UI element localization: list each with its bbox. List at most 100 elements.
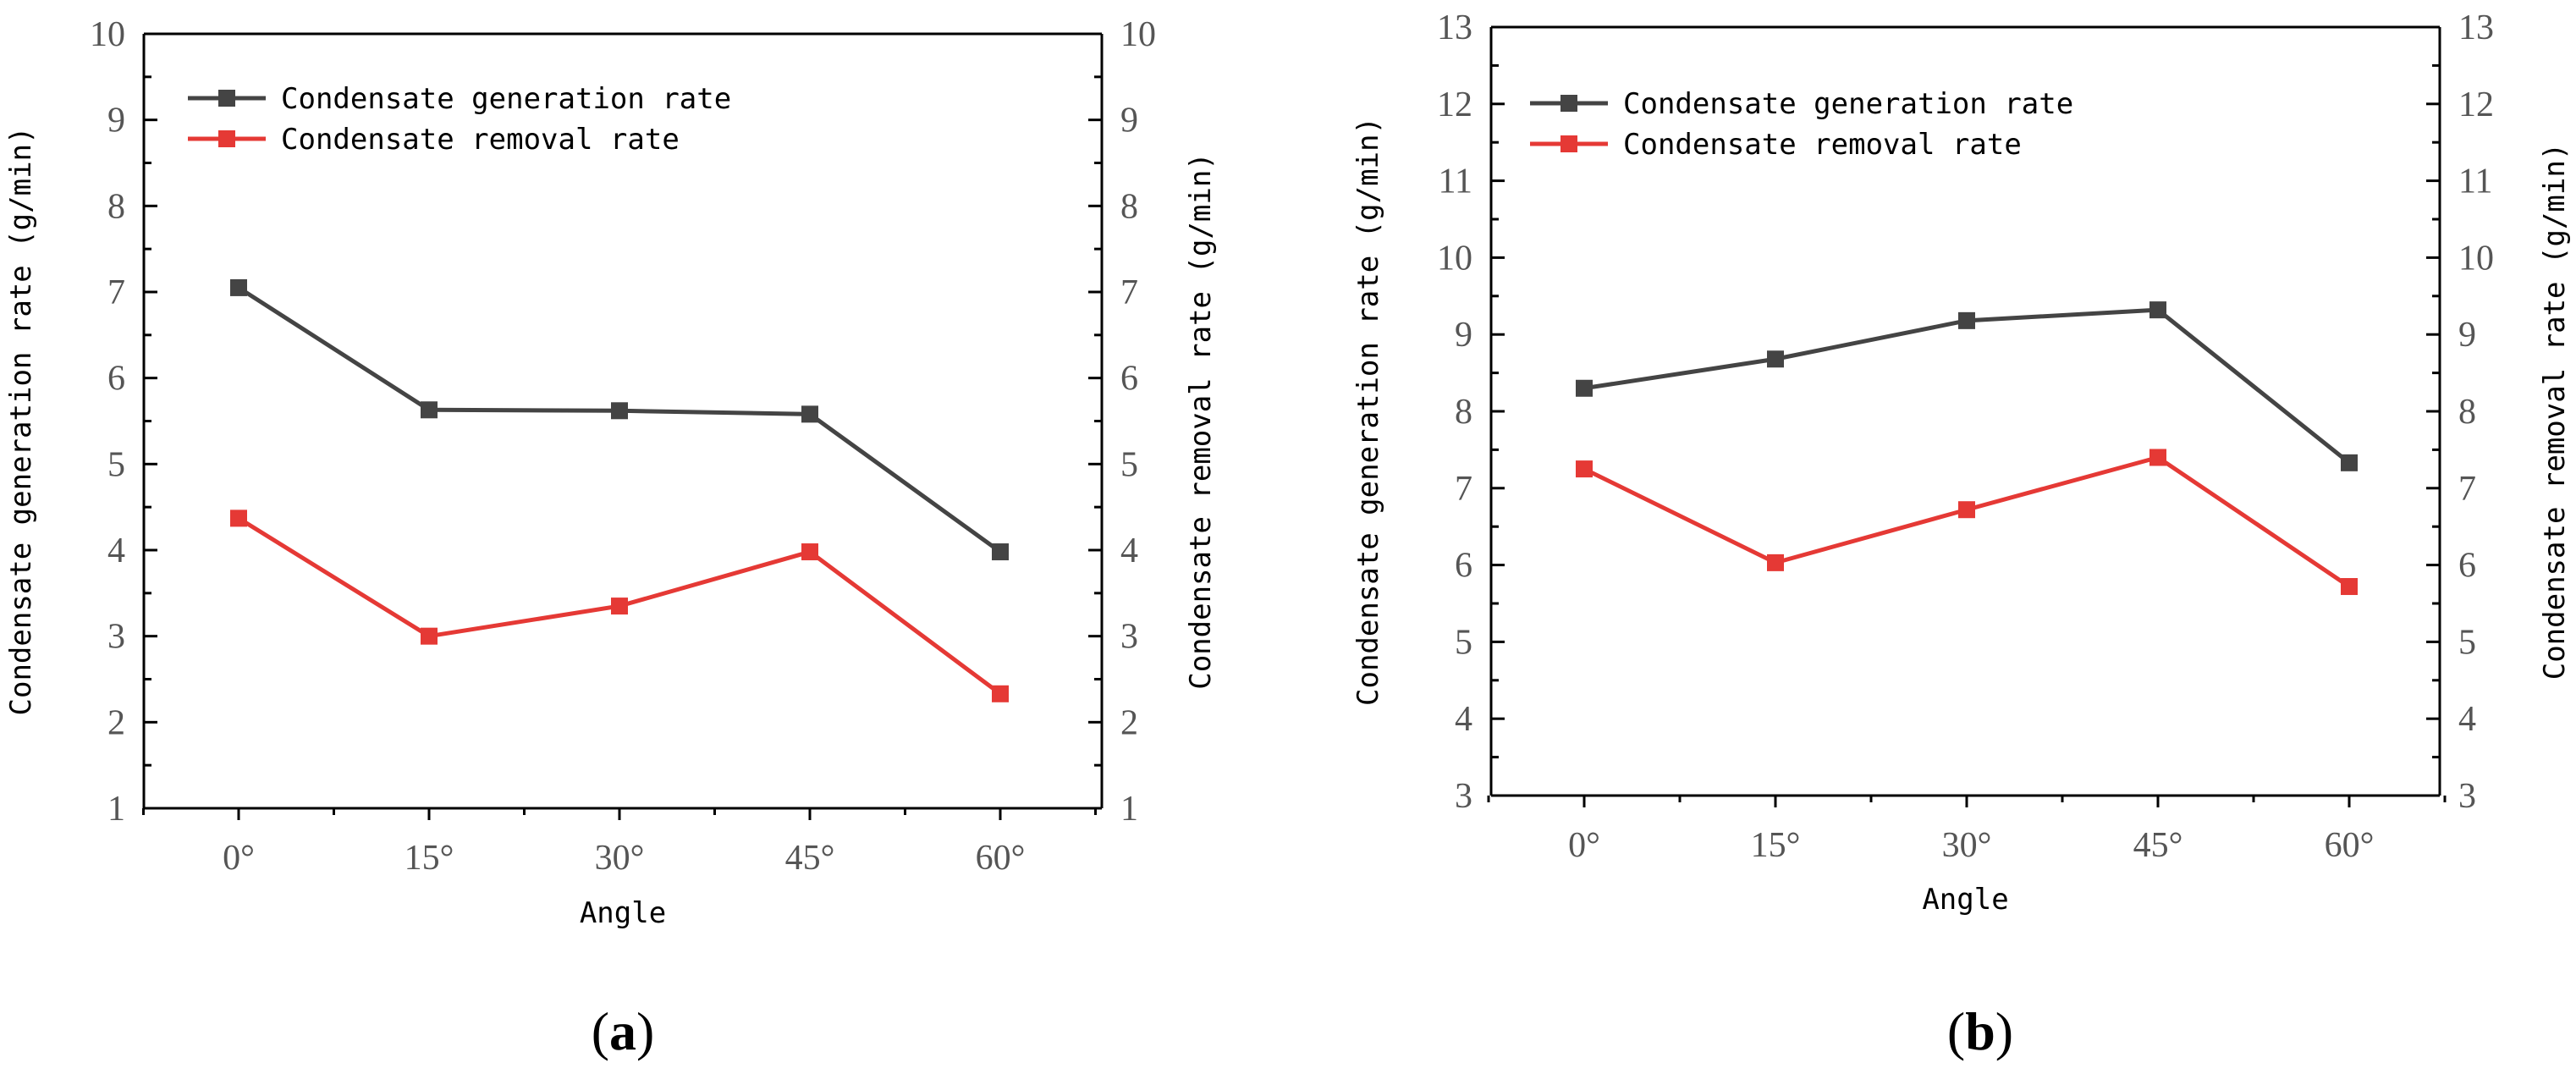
y-tick-label-right: 12 <box>2458 85 2494 124</box>
y-axis-title-right: Condensate removal rate (g/min) <box>2538 143 2572 680</box>
y-tick-label-right: 10 <box>1120 15 1156 54</box>
y-tick-label-left: 2 <box>107 703 125 742</box>
x-tick-label: 45° <box>785 839 835 878</box>
panel-label-close-paren: ) <box>1995 1001 2013 1061</box>
y-tick-label-left: 10 <box>90 15 125 54</box>
y-tick-label-left: 8 <box>107 187 125 226</box>
y-tick-label-right: 1 <box>1120 790 1138 829</box>
y-tick-label-right: 9 <box>1120 102 1138 140</box>
legend-label: Condensate generation rate <box>281 82 731 116</box>
data-point-removal <box>1576 460 1593 478</box>
y-tick-label-left: 8 <box>1455 393 1472 432</box>
data-point-removal <box>2149 449 2166 466</box>
data-point-generation <box>1958 311 1975 329</box>
y-tick-label-right: 11 <box>2458 162 2492 201</box>
y-tick-label-left: 7 <box>1455 470 1472 509</box>
data-point-removal <box>801 543 818 561</box>
y-tick-label-right: 6 <box>1120 360 1138 399</box>
x-tick-label: 30° <box>595 839 645 878</box>
legend-swatch-marker <box>218 130 235 147</box>
y-tick-label-right: 4 <box>2458 700 2476 739</box>
data-point-generation <box>2149 301 2166 319</box>
y-tick-label-left: 11 <box>1439 162 1472 201</box>
data-point-removal <box>1958 501 1975 519</box>
data-point-removal <box>421 627 438 645</box>
y-tick-label-left: 7 <box>107 273 125 312</box>
x-tick-label: 0° <box>1568 826 1600 865</box>
y-tick-label-right: 7 <box>1120 273 1138 312</box>
y-tick-label-right: 8 <box>2458 393 2476 432</box>
data-point-removal <box>230 509 247 527</box>
y-tick-label-left: 9 <box>107 102 125 140</box>
y-tick-label-left: 5 <box>1455 623 1472 662</box>
legend-label: Condensate generation rate <box>1623 87 2073 121</box>
legend-label: Condensate removal rate <box>281 123 680 157</box>
y-axis-title-right: Condensate removal rate (g/min) <box>1184 152 1218 690</box>
panel-label-letter: b <box>1965 1001 1995 1061</box>
y-axis-title-left: Condensate generation rate (g/min) <box>1351 117 1385 706</box>
y-tick-label-left: 4 <box>107 531 125 570</box>
x-tick-label: 15° <box>405 839 454 878</box>
y-tick-label-right: 3 <box>1120 618 1138 657</box>
y-tick-label-right: 5 <box>1120 445 1138 484</box>
chart-panel-a: 1 1 2 2 3 3 4 4 5 5 6 6 7 7 8 8 9 9 10 10 0° 15° 30° 45° 60° Angl… <box>4 15 1218 1061</box>
y-tick-label-right: 5 <box>2458 623 2476 662</box>
data-point-generation <box>2341 454 2358 471</box>
series-line-removal <box>1582 454 2351 589</box>
y-axis-title-left: Condensate generation rate (g/min) <box>4 127 38 716</box>
y-tick-label-left: 9 <box>1455 316 1472 355</box>
y-tick-label-left: 10 <box>1437 239 1472 278</box>
series-line-generation <box>237 285 1002 554</box>
data-point-removal <box>2341 578 2358 596</box>
panel-label-letter: a <box>609 1001 636 1061</box>
y-tick-label-left: 3 <box>107 618 125 657</box>
panel-label-open-paren: ( <box>1947 1001 1965 1061</box>
legend-label: Condensate removal rate <box>1623 128 2022 162</box>
y-tick-label-right: 7 <box>2458 470 2476 509</box>
data-point-removal <box>1767 554 1784 571</box>
chart-panel-b: 3 3 4 4 5 5 6 6 7 7 8 8 9 9 10 10 11 11 12 12 13 13 0° 15° 30° 45… <box>1351 8 2572 1061</box>
y-tick-label-right: 9 <box>2458 316 2476 355</box>
x-tick-label: 30° <box>1942 826 1992 865</box>
y-tick-label-right: 3 <box>2458 777 2476 816</box>
data-point-generation <box>992 543 1009 561</box>
series-line-generation <box>1583 307 2351 465</box>
y-tick-label-right: 6 <box>2458 547 2476 586</box>
x-tick-label: 60° <box>976 839 1026 878</box>
y-tick-label-right: 8 <box>1120 187 1138 226</box>
data-point-generation <box>421 401 438 419</box>
y-tick-label-left: 6 <box>1455 547 1472 586</box>
y-tick-label-left: 3 <box>1455 777 1472 816</box>
y-tick-label-right: 10 <box>2458 239 2494 278</box>
legend-swatch-marker <box>218 90 235 107</box>
y-tick-label-left: 12 <box>1437 85 1472 124</box>
x-tick-label: 60° <box>2325 826 2375 865</box>
x-axis-title: Angle <box>1922 883 2008 917</box>
legend-swatch-marker <box>1560 135 1577 152</box>
y-tick-label-left: 6 <box>107 360 125 399</box>
y-tick-label-left: 4 <box>1455 700 1472 739</box>
x-tick-label: 0° <box>223 839 255 878</box>
data-point-removal <box>992 685 1009 702</box>
y-tick-label-left: 1 <box>107 790 125 829</box>
y-tick-label-right: 13 <box>2458 8 2494 47</box>
panel-label: (b) <box>1947 1001 2013 1061</box>
y-tick-label-right: 4 <box>1120 531 1138 570</box>
legend-swatch-marker <box>1560 95 1577 112</box>
data-point-generation <box>801 405 818 423</box>
panel-label-open-paren: ( <box>592 1001 609 1061</box>
data-point-generation <box>230 278 247 296</box>
y-tick-label-left: 5 <box>107 445 125 484</box>
data-point-generation <box>1576 379 1593 397</box>
y-tick-label-left: 13 <box>1437 8 1472 47</box>
x-tick-label: 15° <box>1751 826 1801 865</box>
y-tick-label-right: 2 <box>1120 703 1138 742</box>
panel-label-close-paren: ) <box>636 1001 654 1061</box>
x-axis-title: Angle <box>580 896 666 930</box>
panel-label: (a) <box>592 1001 655 1061</box>
x-tick-label: 45° <box>2133 826 2183 865</box>
data-point-generation <box>1767 350 1784 368</box>
data-point-removal <box>611 598 628 615</box>
data-point-generation <box>611 402 628 420</box>
